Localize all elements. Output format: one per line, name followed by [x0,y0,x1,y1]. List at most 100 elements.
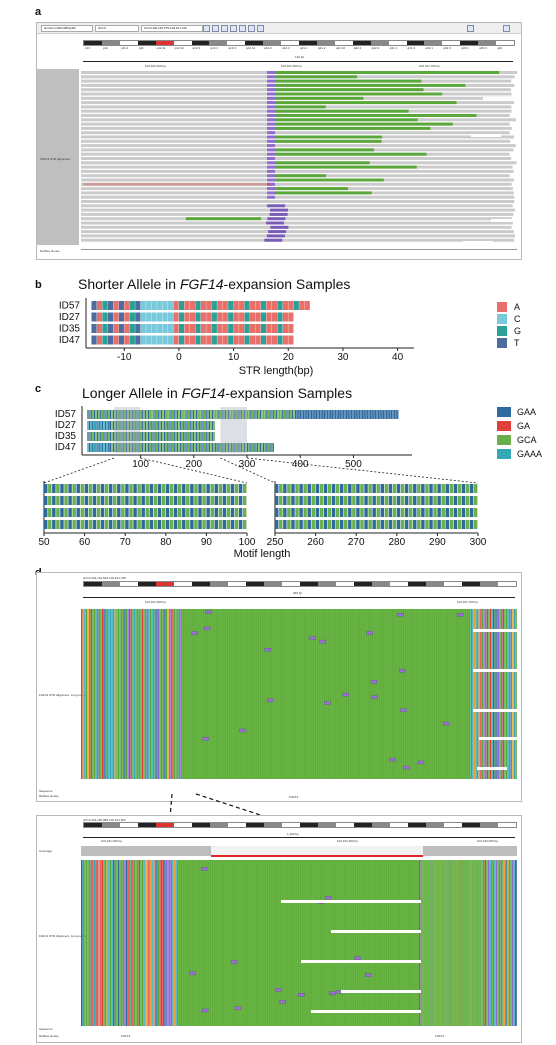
chart-c-zoom-right-motif [348,508,352,517]
chart-c-zoom-left-motif [56,508,60,517]
chart-c-motif [109,410,112,419]
alignment-column [101,860,104,1026]
read-insertion [267,139,275,143]
chart-c-zoom-left-motif [153,484,158,493]
forward-icon[interactable] [221,25,228,32]
chart-c-motif [186,421,188,430]
expansion-column [333,860,334,1026]
ideogram-band [408,582,426,586]
chart-c-zoom-right-motif [384,484,389,493]
chart-b-tick-label: 10 [228,352,240,363]
chart-c-zoom-right-motif [433,508,437,517]
chart-b-nucleotide [162,335,168,345]
chart-c-zoom-left-motif [165,496,170,505]
chart-c-zoom-left-motif [92,508,97,517]
alignment-column [480,609,482,779]
expansion-column [372,609,373,779]
zoom-in-icon[interactable] [503,25,510,32]
chart-c-zoom-right-motif [425,520,429,529]
chart-b-nucleotide [266,324,272,333]
chart-c-zoom-left-motif [44,496,48,505]
expansion-column [442,609,444,779]
go-icon[interactable] [203,25,210,32]
chart-c-zoom-left-motif [76,520,80,529]
insertion-marker [205,610,212,614]
read-bar [81,208,516,212]
expansion-column [387,609,389,779]
read-end-gap [473,629,517,632]
chart-c-zoom-right-motif [275,508,279,517]
chart-c-motif [288,410,290,419]
expansion-column [229,609,230,779]
chart-b-xlabel: STR length(bp) [238,365,314,377]
expansion-column [298,860,299,1026]
chart-c-motif [390,410,393,419]
chart-c-row-label: ID35 [55,431,77,442]
refresh-icon[interactable] [230,25,237,32]
alignment-column [103,609,105,779]
chart-c-motif [215,443,217,452]
read-expansion [275,187,349,191]
chart-c-motif [95,421,97,430]
chart-c-motif [151,443,153,452]
chart-c-motif [135,443,137,452]
back-icon[interactable] [212,25,219,32]
alignment-column [125,609,128,779]
ideogram-band [318,582,336,586]
alignment-column [114,609,116,779]
chart-c-motif [93,443,96,452]
ideogram-band [84,582,102,586]
popup-icon[interactable] [248,25,255,32]
chart-c-motif [194,410,196,419]
chart-c-zoom-right-motif [437,496,441,505]
chart-b-nucleotide [211,324,217,333]
chart-c-motif [178,421,180,430]
ideogram-band [426,582,444,586]
zoom-icon[interactable] [239,25,246,32]
chart-c-motif [208,421,211,430]
chart-c-zoom-left-motif [145,520,149,529]
chart-c-zoom-left-motif [186,484,190,493]
chart-c-motif [203,432,206,441]
alignment-column [173,860,176,1026]
alignment-column [105,609,107,779]
chart-c-motif [101,410,104,419]
chart-c-zoom-right-motif [368,484,372,493]
chromosome-dropdown[interactable]: chr13 [95,25,139,32]
chromosome-ideogram [83,40,515,46]
ideogram-band [120,823,138,827]
zoom-out-icon[interactable] [467,25,474,32]
alignment-column [82,609,84,779]
chart-c-motif [143,421,145,430]
chart-b-nucleotide [239,335,245,345]
read-expansion [275,75,358,79]
ruler-icon[interactable] [257,25,264,32]
chart-b-nucleotide [168,335,174,345]
chart-c-motif [216,443,219,452]
ideogram-band [156,582,174,586]
locus-input[interactable]: chr13:102,161,575-102,161,726 [141,25,203,32]
chart-c-zoom-left-motif [230,484,235,493]
ideogram-band [173,41,192,45]
chart-c-zoom-left-motif [141,508,145,517]
chart-c-motif [382,410,385,419]
chart-c-zoom-right-motif [352,496,356,505]
chart-c-motif [171,421,174,430]
chart-b-tick-label: 0 [176,352,182,363]
expansion-column [260,609,261,779]
chart-b-nucleotide [146,335,152,345]
chart-c-zoom-left-motif [52,508,56,517]
chart-c-zoom-right-motif [421,508,425,517]
chart-c-motif [202,432,204,441]
chart-c-motif [111,432,113,441]
chart-c-zoom-right-motif [291,496,295,505]
chart-c-motif [125,410,127,419]
chart-c-zoom-right-motif [421,484,425,493]
expansion-column [271,860,273,1026]
alignment-column [127,860,129,1026]
chart-b-nucleotide [195,335,201,345]
chart-c-motif [167,421,169,430]
ideogram-band-label: q33.3 [479,46,487,50]
genome-dropdown[interactable]: Human (GRCh38/hg38) [41,25,93,32]
chart-c-motif [235,443,238,452]
